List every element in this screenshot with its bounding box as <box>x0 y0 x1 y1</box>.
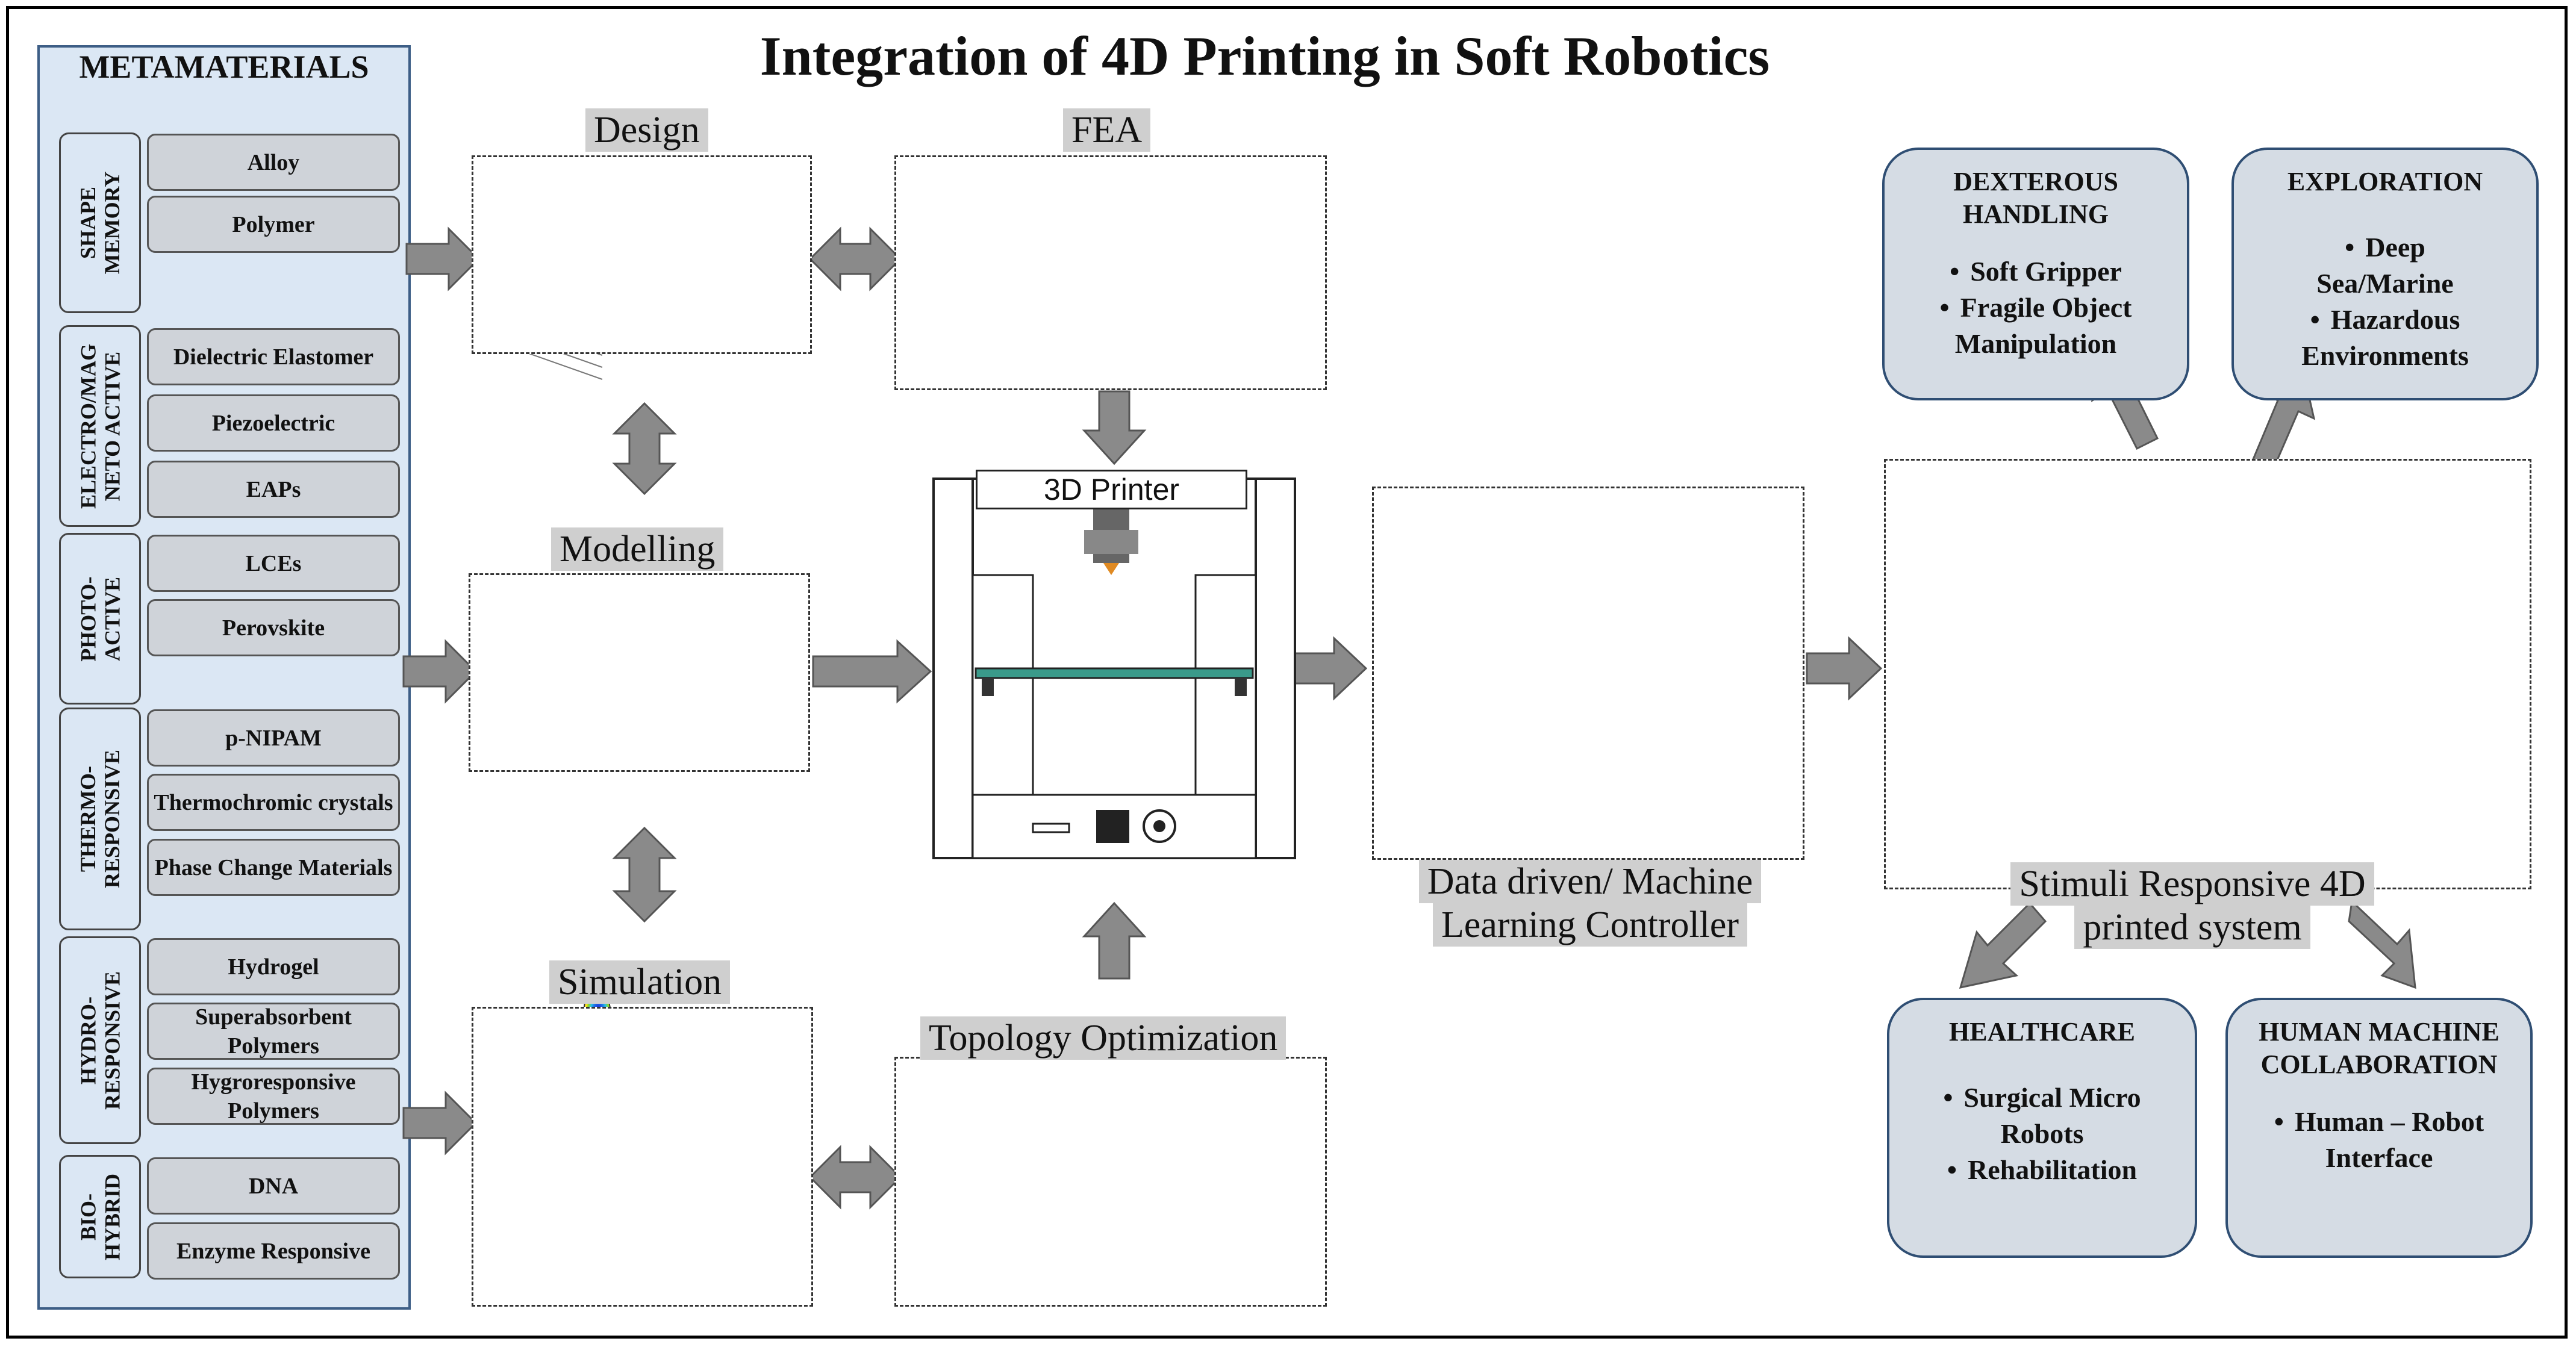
metamaterial-group <box>59 936 141 1144</box>
stimuli-label-line2: printed system <box>2074 906 2310 949</box>
app-dexterous-handling: DEXTEROUS HANDLING • Soft Gripper • Fragile… <box>1882 148 2189 400</box>
metamaterial-item: p-NIPAM <box>147 709 400 767</box>
metamaterial-item: EAPs <box>147 461 400 518</box>
metamaterial-item: Enzyme Responsive <box>147 1222 400 1280</box>
arrow-meta-to-design <box>405 226 481 291</box>
arrow-to-hmc <box>2348 899 2416 989</box>
arrow-simulation-topology <box>808 1145 902 1210</box>
metamaterial-group <box>59 533 141 705</box>
modelling-box <box>469 573 810 772</box>
design-label: Design <box>585 108 708 152</box>
fea-label: FEA <box>1063 108 1151 152</box>
metamaterial-item: LCEs <box>147 535 400 592</box>
app-dexterous-list: • Soft Gripper • Fragile Object Manipulati… <box>1939 256 2132 359</box>
arrow-to-healthcare <box>1959 901 2047 989</box>
app-healthcare-list: • Surgical Micro Robots • Rehabilitation <box>1943 1082 2141 1185</box>
arrow-fea-to-printer <box>1082 390 1147 465</box>
stimuli-label: Stimuli Responsive 4D printed system <box>1994 862 2391 949</box>
app-healthcare-title: HEALTHCARE <box>1949 1017 2135 1047</box>
metamaterial-item: Perovskite <box>147 599 400 656</box>
metamaterial-item: Alloy <box>147 134 400 191</box>
stimuli-box <box>1884 459 2531 889</box>
metamaterial-item: Piezoelectric <box>147 394 400 452</box>
printer-label: 3D Printer <box>976 470 1247 509</box>
metamaterial-item: Hydrogel <box>147 938 400 995</box>
app-exploration: EXPLORATION • Deep Sea/Marine • Hazardous … <box>2231 148 2539 400</box>
ml-label: Data driven/ Machine Learning Controller <box>1409 860 1771 947</box>
metamaterial-group <box>59 325 141 527</box>
metamaterial-item: Polymer <box>147 196 400 253</box>
metamaterial-group <box>59 708 141 930</box>
metamaterials-title: METAMATERIALS <box>79 49 369 85</box>
figure-title: Integration of 4D Printing in Soft Robot… <box>759 25 1770 87</box>
app-human-machine-collaboration: HUMAN MACHINE COLLABORATION • Human – Robo… <box>2225 998 2533 1258</box>
modelling-label: Modelling <box>551 527 724 571</box>
ml-label-line1: Data driven/ Machine <box>1418 860 1762 903</box>
app-exploration-title: EXPLORATION <box>2287 167 2483 196</box>
app-exploration-list: • Deep Sea/Marine • Hazardous Environments <box>2301 232 2469 371</box>
simulation-box <box>472 1007 813 1307</box>
arrow-design-modelling <box>612 402 677 496</box>
topology-label: Topology Optimization <box>920 1016 1286 1060</box>
arrow-modelling-simulation <box>612 826 677 923</box>
topology-box <box>894 1057 1327 1307</box>
fea-box <box>894 155 1327 390</box>
metamaterial-item: Superabsorbent Polymers <box>147 1003 400 1060</box>
app-hmc-list: • Human – Robot Interface <box>2274 1106 2484 1173</box>
design-box <box>472 155 812 354</box>
metamaterial-group <box>59 1155 141 1278</box>
arrow-design-fea <box>808 226 902 291</box>
metamaterial-item: Phase Change Materials <box>147 839 400 896</box>
simulation-label: Simulation <box>549 960 731 1004</box>
app-dexterous-title: DEXTEROUS HANDLING <box>1953 167 2118 229</box>
arrow-ml-to-stimuli <box>1806 636 1883 701</box>
metamaterial-item: Thermochromic crystals <box>147 774 400 831</box>
metamaterial-group <box>59 132 141 313</box>
arrow-meta-to-simulation <box>402 1090 478 1156</box>
app-hmc-title: HUMAN MACHINE COLLABORATION <box>2259 1017 2500 1079</box>
metamaterial-item: Dielectric Elastomer <box>147 328 400 385</box>
arrow-topology-to-printer <box>1082 901 1147 980</box>
stimuli-label-line1: Stimuli Responsive 4D <box>2010 862 2374 906</box>
printer-picture <box>932 478 1296 859</box>
arrow-meta-to-modelling <box>402 639 478 704</box>
metamaterial-item: Hygroresponsive Polymers <box>147 1068 400 1125</box>
ml-label-line2: Learning Controller <box>1432 903 1748 947</box>
figure-frame <box>6 6 2568 1339</box>
arrow-modelling-to-printer <box>812 639 932 704</box>
app-healthcare: HEALTHCARE • Surgical Micro Robots • Rehab… <box>1887 998 2197 1258</box>
metamaterial-item: DNA <box>147 1157 400 1215</box>
arrow-printer-to-ml <box>1294 636 1368 701</box>
ml-box <box>1372 487 1804 860</box>
